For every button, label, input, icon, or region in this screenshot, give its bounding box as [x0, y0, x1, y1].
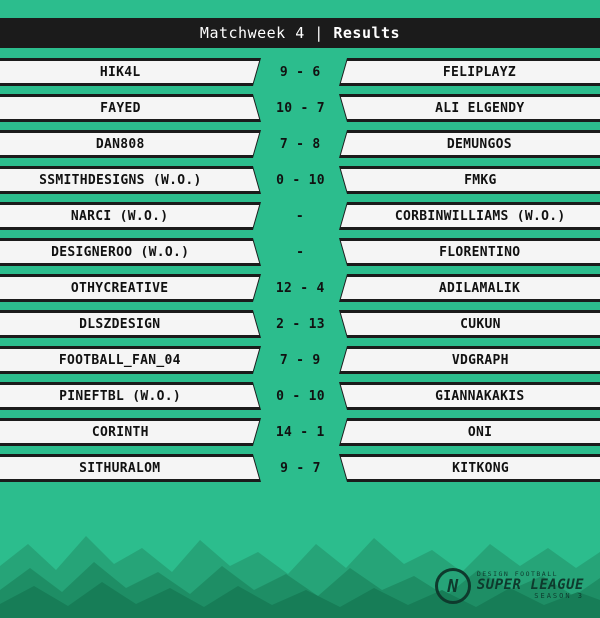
home-team-name: FAYED — [99, 100, 141, 116]
away-team-plate: CORBINWILLIAMS (W.O.) — [340, 205, 600, 227]
match-row: DAN808 7 - 8 DEMUNGOS — [0, 130, 600, 158]
match-row: DLSZDESIGN 2 - 13 CUKUN — [0, 310, 600, 338]
home-team-name: DESIGNEROO (W.O.) — [50, 244, 190, 260]
home-team-plate: DLSZDESIGN — [0, 313, 260, 335]
home-team-plate: FAYED — [0, 97, 260, 119]
match-row: OTHYCREATIVE 12 - 4 ADILAMALIK — [0, 274, 600, 302]
score-plate: 9 - 6 — [252, 58, 348, 86]
header-divider: | — [314, 24, 334, 42]
score-text: 9 - 6 — [279, 64, 321, 80]
score-text: 14 - 1 — [275, 424, 325, 440]
match-row: NARCI (W.O.) - CORBINWILLIAMS (W.O.) — [0, 202, 600, 230]
score-plate: 14 - 1 — [252, 418, 348, 446]
score-plate: 9 - 7 — [252, 454, 348, 482]
score-plate: - — [252, 238, 348, 266]
league-logo: N DESIGN FOOTBALL SUPER LEAGUE SEASON 3 — [434, 568, 584, 604]
away-team-name: ONI — [467, 424, 493, 440]
away-team-plate: FELIPLAYZ — [340, 61, 600, 83]
away-team-plate: ALI ELGENDY — [340, 97, 600, 119]
league-badge-icon: N — [434, 568, 471, 604]
away-team-name: VDGRAPH — [451, 352, 509, 368]
away-team-plate: KITKONG — [340, 457, 600, 479]
header-matchweek-label: Matchweek 4 — [199, 24, 315, 42]
header-results-label: Results — [333, 24, 401, 42]
logo-line-super-league: SUPER LEAGUE — [476, 577, 584, 594]
score-text: 0 - 10 — [275, 388, 325, 404]
score-plate: 12 - 4 — [252, 274, 348, 302]
away-team-name: FELIPLAYZ — [443, 64, 517, 80]
score-plate: 2 - 13 — [252, 310, 348, 338]
away-team-plate: GIANNAKAKIS — [340, 385, 600, 407]
match-row: FAYED 10 - 7 ALI ELGENDY — [0, 94, 600, 122]
match-row: FOOTBALL_FAN_04 7 - 9 VDGRAPH — [0, 346, 600, 374]
home-team-plate: FOOTBALL_FAN_04 — [0, 349, 260, 371]
away-team-plate: CUKUN — [340, 313, 600, 335]
match-row: HIK4L 9 - 6 FELIPLAYZ — [0, 58, 600, 86]
logo-line-design-football: DESIGN FOOTBALL — [476, 569, 559, 578]
away-team-plate: ADILAMALIK — [340, 277, 600, 299]
match-row: CORINTH 14 - 1 ONI — [0, 418, 600, 446]
home-team-plate: CORINTH — [0, 421, 260, 443]
score-text: 12 - 4 — [275, 280, 325, 296]
away-team-plate: VDGRAPH — [340, 349, 600, 371]
away-team-plate: ONI — [340, 421, 600, 443]
header-title-band: Matchweek 4 | Results — [0, 18, 600, 48]
score-plate: 7 - 9 — [252, 346, 348, 374]
away-team-plate: DEMUNGOS — [340, 133, 600, 155]
score-text: 9 - 7 — [279, 460, 321, 476]
home-team-name: FOOTBALL_FAN_04 — [59, 352, 181, 368]
league-logo-text: DESIGN FOOTBALL SUPER LEAGUE SEASON 3 — [476, 569, 584, 601]
match-row: SITHURALOM 9 - 7 KITKONG — [0, 454, 600, 482]
home-team-name: DAN808 — [95, 136, 145, 152]
home-team-name: CORINTH — [91, 424, 149, 440]
home-team-plate: NARCI (W.O.) — [0, 205, 260, 227]
home-team-plate: SSMITHDESIGNS (W.O.) — [0, 169, 260, 191]
match-row: DESIGNEROO (W.O.) - FLORENTINO — [0, 238, 600, 266]
away-team-name: ADILAMALIK — [439, 280, 521, 296]
score-text: 2 - 13 — [275, 316, 325, 332]
match-row: PINEFTBL (W.O.) 0 - 10 GIANNAKAKIS — [0, 382, 600, 410]
away-team-name: KITKONG — [451, 460, 509, 476]
score-plate: 0 - 10 — [252, 382, 348, 410]
score-plate: - — [252, 202, 348, 230]
home-team-plate: SITHURALOM — [0, 457, 260, 479]
away-team-name: FMKG — [463, 172, 497, 188]
away-team-name: CUKUN — [459, 316, 501, 332]
home-team-plate: DESIGNEROO (W.O.) — [0, 241, 260, 263]
score-text: - — [295, 244, 305, 260]
score-text: 0 - 10 — [275, 172, 325, 188]
score-plate: 7 - 8 — [252, 130, 348, 158]
score-text: 10 - 7 — [275, 100, 325, 116]
home-team-name: SSMITHDESIGNS (W.O.) — [38, 172, 202, 188]
away-team-plate: FMKG — [340, 169, 600, 191]
match-row: SSMITHDESIGNS (W.O.) 0 - 10 FMKG — [0, 166, 600, 194]
score-plate: 0 - 10 — [252, 166, 348, 194]
home-team-plate: HIK4L — [0, 61, 260, 83]
home-team-plate: DAN808 — [0, 133, 260, 155]
score-text: 7 - 8 — [279, 136, 321, 152]
home-team-plate: PINEFTBL (W.O.) — [0, 385, 260, 407]
away-team-name: DEMUNGOS — [447, 136, 513, 152]
home-team-name: SITHURALOM — [79, 460, 161, 476]
results-list: HIK4L 9 - 6 FELIPLAYZ FAYED 10 - 7 ALI E… — [0, 58, 600, 482]
away-team-name: CORBINWILLIAMS (W.O.) — [394, 208, 566, 224]
home-team-name: NARCI (W.O.) — [71, 208, 169, 224]
logo-line-season: SEASON 3 — [534, 592, 584, 601]
away-team-name: FLORENTINO — [439, 244, 521, 260]
score-text: 7 - 9 — [279, 352, 321, 368]
score-plate: 10 - 7 — [252, 94, 348, 122]
home-team-name: PINEFTBL (W.O.) — [59, 388, 181, 404]
home-team-name: OTHYCREATIVE — [71, 280, 169, 296]
score-text: - — [295, 208, 305, 224]
away-team-name: ALI ELGENDY — [435, 100, 525, 116]
away-team-name: GIANNAKAKIS — [435, 388, 525, 404]
home-team-name: DLSZDESIGN — [79, 316, 161, 332]
home-team-name: HIK4L — [99, 64, 141, 80]
away-team-plate: FLORENTINO — [340, 241, 600, 263]
home-team-plate: OTHYCREATIVE — [0, 277, 260, 299]
